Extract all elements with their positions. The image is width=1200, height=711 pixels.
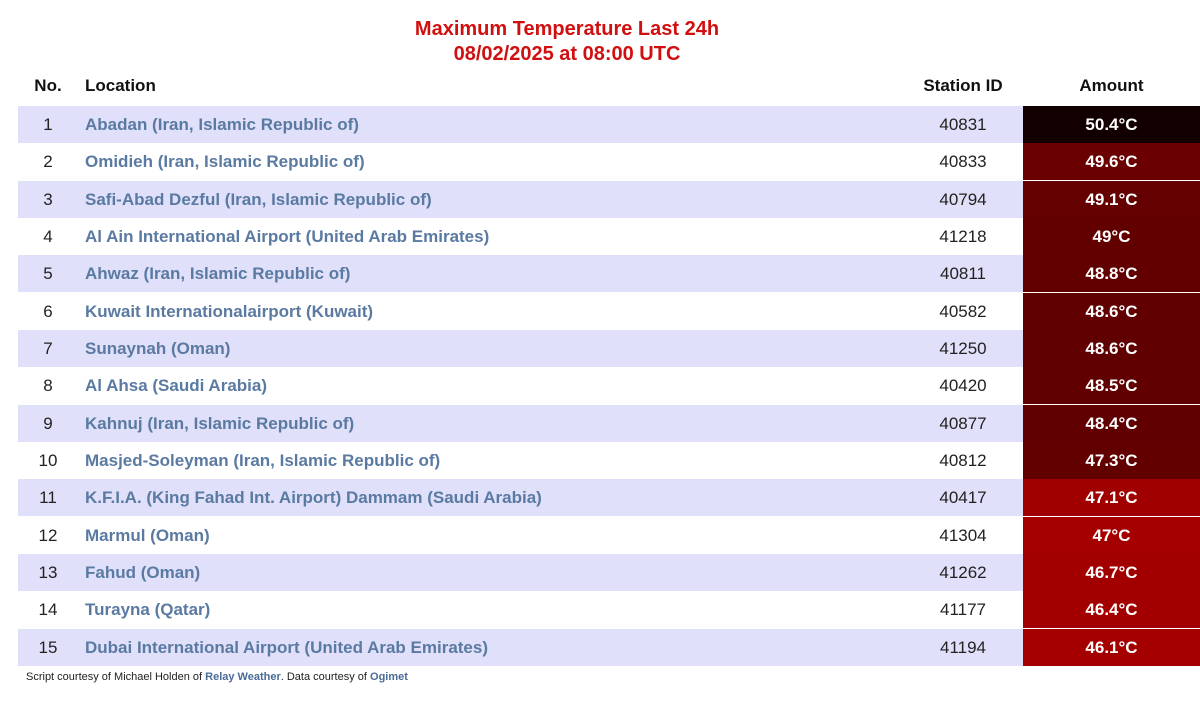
footer-text: Script courtesy of Michael Holden of [26,671,206,683]
column-header: Amount [1079,76,1144,95]
amount: 48.4°C [1023,404,1200,442]
footer: Script courtesy of Michael Holden of Rel… [26,671,408,683]
amount: 47.1°C [1023,479,1200,517]
location: Marmul (Oman) [85,525,210,545]
station-id: 40417 [939,488,987,508]
location: Masjed-Soleyman (Iran, Islamic Republic … [85,450,441,470]
station-id: 41194 [939,637,986,657]
table-row: 6 Kuwait Internationalairport (Kuwait) 405… [18,292,1200,330]
title: Maximum Temperature Last 24h [414,18,720,40]
location: Omidieh (Iran, Islamic Republic of) [85,152,365,172]
column-header: No. [34,76,62,95]
amount: 48.8°C [1023,255,1200,293]
location: Kuwait Internationalairport (Kuwait) [85,301,374,321]
table-row: 8 Al Ahsa (Saudi Arabia) 40420 48.5°C [18,367,1200,405]
amount: 48.6°C [1023,329,1200,367]
station-id: 40420 [939,376,987,396]
amount: 49.6°C [1023,143,1200,181]
table-row: 4 Al Ain International Airport (United Ar… [18,217,1200,255]
row-number: 8 [43,376,53,396]
table-row: 13 Fahud (Oman) 41262 46.7°C [18,553,1200,591]
column-header: Location [85,76,156,95]
station-id: 41218 [939,226,987,246]
row-number: 7 [43,338,53,358]
location: Safi-Abad Dezful (Iran, Islamic Republic… [85,189,432,209]
amount: 50.4°C [1023,106,1200,143]
location: Fahud (Oman) [85,562,201,582]
row-number: 10 [38,450,58,470]
amount: 46.1°C [1023,628,1200,666]
table-row: 5 Ahwaz (Iran, Islamic Republic of) 40811 4… [18,255,1200,293]
row-number: 14 [38,600,58,620]
table-row: 10 Masjed-Soleyman (Iran, Islamic Republi… [18,441,1200,479]
station-id: 40582 [939,301,987,321]
location: Al Ain International Airport (United Ara… [85,226,490,246]
table-row: 1 Abadan (Iran, Islamic Republic of) 40831… [18,106,1200,143]
footer-link[interactable]: Ogimet [370,671,408,683]
location: Dubai International Airport (United Arab… [85,637,489,657]
station-id: 40833 [939,152,987,172]
row-number: 11 [39,488,57,508]
station-id: 40812 [939,450,987,470]
column-header: Station ID [923,76,1003,95]
row-number: 1 [43,115,53,134]
table-row: 11 K.F.I.A. (King Fahad Int. Airport) Dam… [18,479,1200,517]
location: Turayna (Qatar) [85,600,211,620]
subtitle: 08/02/2025 at 08:00 UTC [453,43,681,65]
location: Abadan (Iran, Islamic Republic of) [85,115,359,134]
row-number: 15 [38,637,58,657]
row-number: 6 [43,301,53,321]
amount: 46.7°C [1023,553,1200,591]
amount: 46.4°C [1023,591,1200,629]
footer-link[interactable]: Relay Weather [205,671,281,683]
footer-text: . Data courtesy of [280,671,371,683]
location: Al Ahsa (Saudi Arabia) [85,376,267,396]
row-number: 5 [43,264,53,284]
amount: 48.5°C [1023,367,1200,405]
amount: 49°C [1023,217,1200,255]
amount: 48.6°C [1023,292,1200,330]
table-row: 14 Turayna (Qatar) 41177 46.4°C [18,591,1200,629]
table-row: 12 Marmul (Oman) 41304 47°C [18,516,1200,554]
table-row: 2 Omidieh (Iran, Islamic Republic of) 4083… [18,143,1200,181]
row-number: 4 [43,226,53,246]
station-id: 40794 [939,189,987,209]
table-row: 15 Dubai International Airport (United Ar… [18,628,1200,666]
station-id: 40877 [939,413,987,433]
location: Kahnuj (Iran, Islamic Republic of) [85,413,355,433]
station-id: 41250 [939,338,987,358]
amount: 49.1°C [1023,180,1200,218]
station-id: 41304 [939,525,987,545]
table-row: 9 Kahnuj (Iran, Islamic Republic of) 40877… [18,404,1200,442]
table-row: 7 Sunaynah (Oman) 41250 48.6°C [18,329,1200,367]
location: Sunaynah (Oman) [85,338,231,358]
row-number: 9 [43,413,53,433]
row-number: 12 [38,525,58,545]
station-id: 41177 [939,600,986,620]
row-number: 2 [43,152,53,172]
amount: 47.3°C [1023,441,1200,479]
station-id: 40831 [939,115,987,134]
row-number: 3 [43,189,53,209]
station-id: 41262 [939,562,987,582]
station-id: 40811 [939,264,986,284]
location: Ahwaz (Iran, Islamic Republic of) [85,264,351,284]
location: K.F.I.A. (King Fahad Int. Airport) Damma… [85,488,542,508]
amount: 47°C [1023,516,1200,554]
table-row: 3 Safi-Abad Dezful (Iran, Islamic Republi… [18,180,1200,218]
row-number: 13 [38,562,58,582]
